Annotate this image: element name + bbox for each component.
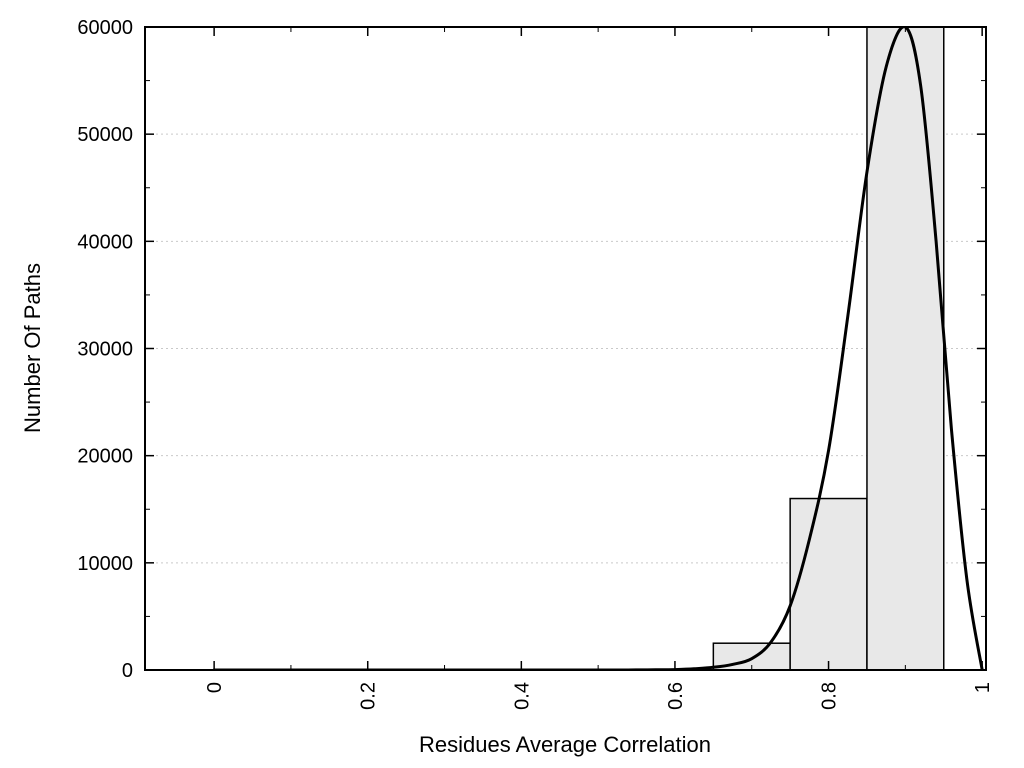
histogram-bar: [866, 26, 945, 671]
x-tick-label: 0.2: [358, 682, 380, 710]
y-tick-label: 30000: [77, 339, 133, 361]
y-axis-title: Number Of Paths: [20, 263, 45, 433]
y-tick-label: 0: [122, 660, 133, 682]
y-tick-label: 20000: [77, 446, 133, 468]
y-tick-label: 40000: [77, 231, 133, 253]
density-curve: [212, 27, 984, 670]
x-tick-label: 0: [204, 682, 226, 693]
x-tick-label: 0.6: [665, 682, 687, 710]
plot-area: 0 0.2 0.4 0.6 0.8 1 0 10000 20000 30000 40000 50000…: [77, 17, 994, 710]
y-tick-label: 10000: [77, 553, 133, 575]
y-tick-label: 50000: [77, 124, 133, 146]
x-tick-label: 1: [972, 682, 994, 693]
y-tick-label: 60000: [77, 17, 133, 39]
x-tick-label: 0.8: [819, 682, 841, 710]
histogram-bar: [789, 497, 868, 671]
x-axis-title: Residues Average Correlation: [419, 732, 711, 757]
x-tick-label: 0.4: [511, 682, 533, 710]
